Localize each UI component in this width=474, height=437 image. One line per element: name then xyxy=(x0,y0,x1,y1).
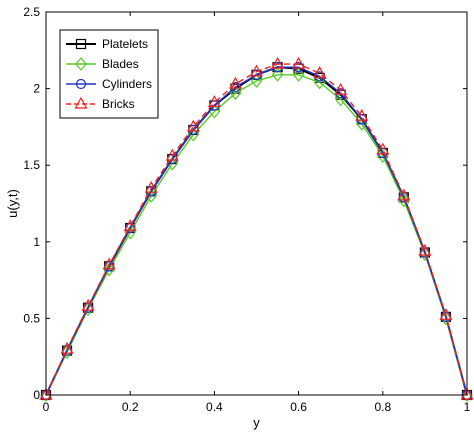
x-tick-label: 0.2 xyxy=(122,400,139,414)
series-line xyxy=(45,74,468,396)
legend-item: Blades xyxy=(66,57,139,71)
legend-label: Platelets xyxy=(102,37,148,51)
y-tick-label: 1 xyxy=(33,235,40,249)
data-point xyxy=(123,219,137,232)
data-point xyxy=(103,262,115,277)
data-point xyxy=(144,180,158,193)
y-axis-label: u(y,t) xyxy=(5,189,20,218)
data-point xyxy=(418,243,432,256)
x-tick-label: 0.8 xyxy=(374,400,391,414)
legend-item: Cylinders xyxy=(66,77,152,91)
series-line xyxy=(45,63,468,396)
data-point xyxy=(334,82,348,95)
y-tick-label: 1.5 xyxy=(23,158,40,172)
data-point xyxy=(165,148,179,161)
data-point xyxy=(186,119,200,132)
legend-marker xyxy=(75,78,87,90)
x-axis-label: y xyxy=(253,415,260,430)
x-tick-label: 1 xyxy=(464,400,471,414)
legend-item: Platelets xyxy=(66,37,148,51)
data-point xyxy=(60,341,74,354)
data-point xyxy=(355,108,369,121)
data-point xyxy=(397,188,411,201)
data-point xyxy=(249,64,264,77)
y-tick-label: 2 xyxy=(33,82,40,96)
data-point xyxy=(292,67,305,82)
data-point xyxy=(313,75,326,90)
series-line xyxy=(45,66,468,396)
data-point xyxy=(376,142,390,155)
x-tick-label: 0 xyxy=(43,400,50,414)
legend-label: Cylinders xyxy=(102,77,152,91)
data-point xyxy=(398,193,410,208)
data-point xyxy=(39,387,53,400)
data-point xyxy=(460,387,474,400)
data-point xyxy=(271,56,285,69)
tick-layer: 0 0.2 0.4 0.6 0.8 1 0 0.5 1 1.5 2 2.5 xyxy=(23,5,470,414)
data-point xyxy=(313,66,327,78)
legend-marker xyxy=(74,96,88,109)
data-point xyxy=(250,74,263,88)
x-tick-label: 0.6 xyxy=(290,400,307,414)
data-point xyxy=(102,257,116,270)
data-point xyxy=(271,67,284,82)
data-point xyxy=(229,86,242,101)
series-layer xyxy=(39,56,474,402)
data-point xyxy=(81,298,95,311)
data-point xyxy=(207,95,221,107)
y-tick-label: 2.5 xyxy=(23,5,40,19)
legend-items: Platelets Blades Cylinders Bricks xyxy=(66,37,152,111)
data-point xyxy=(461,388,473,402)
legend-marker xyxy=(75,57,87,71)
series-blades xyxy=(40,67,473,402)
data-point xyxy=(292,56,306,69)
data-point xyxy=(228,76,242,89)
legend-item: Bricks xyxy=(66,96,135,111)
legend-label: Blades xyxy=(102,57,139,71)
x-tick-label: 0.4 xyxy=(206,400,223,414)
legend: Platelets Blades Cylinders Bricks xyxy=(59,29,159,119)
data-point xyxy=(40,388,52,402)
legend-label: Bricks xyxy=(102,97,135,111)
y-tick-label: 0.5 xyxy=(23,311,40,325)
legend-marker xyxy=(75,38,87,50)
y-tick-label: 0 xyxy=(33,388,40,402)
plot-frame xyxy=(45,11,468,396)
series-bricks xyxy=(39,56,474,400)
data-point xyxy=(439,308,453,320)
